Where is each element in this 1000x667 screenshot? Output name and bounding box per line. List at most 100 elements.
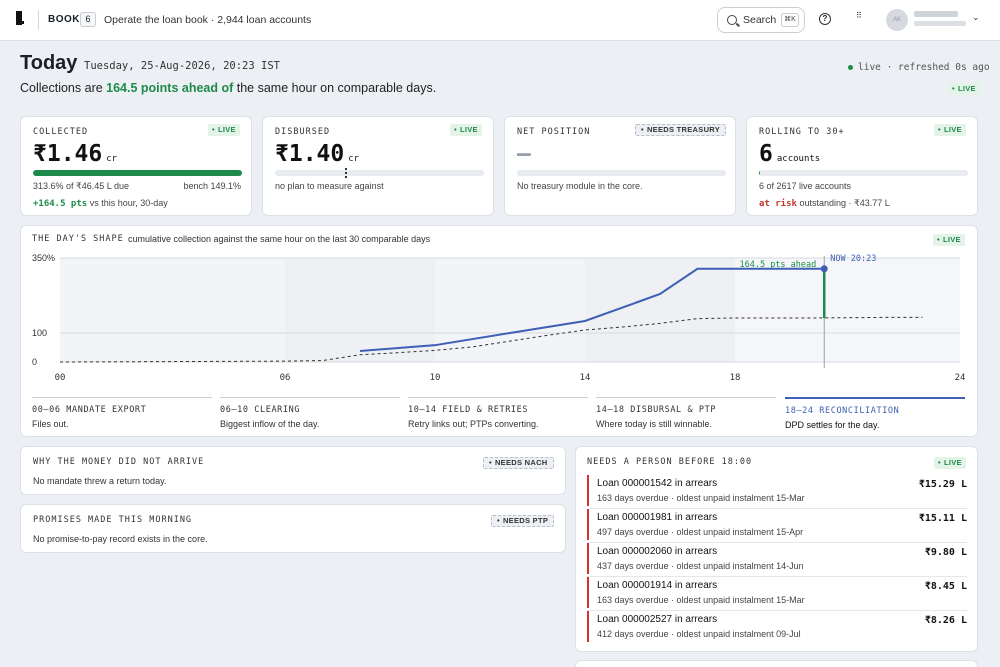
headline-post: the same hour on comparable days. bbox=[233, 81, 437, 95]
live-badge: LIVE bbox=[450, 124, 482, 136]
row-title: Loan 000001981 in arrears bbox=[597, 512, 718, 523]
segment-disbursal-ptp[interactable]: 14–18 DISBURSAL & PTP Where today is stil… bbox=[596, 397, 776, 429]
today-line bbox=[359, 267, 825, 352]
user-name[interactable] bbox=[914, 11, 958, 17]
x-tick-label: 18 bbox=[730, 373, 741, 383]
of-text: 6 of 2617 live accounts bbox=[759, 181, 852, 191]
arrears-row[interactable]: Loan 000002527 in arrears 412 days overdu… bbox=[587, 611, 967, 642]
row-amount: ₹15.29 L bbox=[918, 479, 967, 490]
day-shape-chart: 0 100 350% 00 06 10 14 18 24 164.5 pts ahead NOW… bbox=[32, 253, 965, 383]
time-band bbox=[735, 258, 960, 362]
logo[interactable] bbox=[16, 11, 22, 25]
segment-mandate-export[interactable]: 00–06 MANDATE EXPORT Files out. bbox=[32, 397, 212, 429]
promises-text: No promise-to-pay record exists in the c… bbox=[33, 534, 208, 544]
now-label: NOW 20:23 bbox=[830, 254, 876, 264]
time-band bbox=[60, 258, 285, 362]
progress-bar bbox=[517, 170, 726, 176]
due-text: 313.6% of ₹46.45 L due bbox=[33, 181, 129, 191]
row-title: Loan 000002060 in arrears bbox=[597, 546, 718, 557]
grid-icon[interactable]: ⠿ bbox=[856, 11, 863, 20]
x-tick-label: 06 bbox=[280, 373, 291, 383]
needs-live-badge: LIVE bbox=[934, 457, 966, 469]
segment-desc: Retry links out; PTPs converting. bbox=[408, 419, 539, 429]
book-label[interactable]: BOOK bbox=[48, 14, 80, 25]
live-status: live · refreshed 0s ago bbox=[848, 62, 990, 73]
top-bar: BOOK 6 Operate the loan book · 2,944 loa… bbox=[0, 0, 1000, 41]
promises-label: PROMISES MADE THIS MORNING bbox=[33, 515, 193, 525]
help-icon[interactable]: ? bbox=[819, 13, 831, 25]
next-card bbox=[575, 660, 978, 667]
kpi-label: COLLECTED bbox=[33, 127, 89, 137]
delta-suffix: vs this hour, 30-day bbox=[87, 198, 168, 208]
row-title: Loan 000001542 in arrears bbox=[597, 478, 718, 489]
header-live-badge: LIVE bbox=[948, 83, 980, 95]
segment-desc: Biggest inflow of the day. bbox=[220, 419, 320, 429]
row-divider bbox=[587, 610, 967, 611]
headline-highlight: 164.5 points ahead of bbox=[106, 81, 234, 95]
segment-desc: DPD settles for the day. bbox=[785, 420, 880, 430]
row-subtitle: 497 days overdue · oldest unpaid instalm… bbox=[597, 527, 804, 537]
arrears-row[interactable]: Loan 000002060 in arrears 437 days overdu… bbox=[587, 543, 967, 574]
row-title: Loan 000001914 in arrears bbox=[597, 580, 718, 591]
segment-title: 18–24 RECONCILIATION bbox=[785, 406, 900, 416]
row-amount: ₹9.80 L bbox=[924, 547, 967, 558]
x-tick-label: 00 bbox=[55, 373, 66, 383]
page-title: Today bbox=[20, 52, 78, 74]
search-icon bbox=[727, 15, 737, 25]
y-tick-label: 0 bbox=[32, 357, 37, 367]
book-count-badge: 6 bbox=[80, 12, 96, 27]
chart-subtitle: cumulative collection against the same h… bbox=[128, 234, 431, 244]
promises-card: PROMISES MADE THIS MORNING NEEDS PTP No … bbox=[20, 504, 566, 553]
alert-bar bbox=[587, 509, 589, 540]
arrears-row[interactable]: Loan 000001981 in arrears 497 days overdu… bbox=[587, 509, 967, 540]
delta-value: +164.5 pts bbox=[33, 199, 88, 209]
kpi-unit: cr bbox=[348, 154, 360, 164]
kpi-net-card: NET POSITION NEEDS TREASURY — No treasur… bbox=[504, 116, 736, 216]
why-label: WHY THE MONEY DID NOT ARRIVE bbox=[33, 457, 205, 467]
avatar[interactable]: AK bbox=[886, 9, 908, 31]
kpi-value: 6 accounts bbox=[759, 141, 820, 167]
alert-bar bbox=[587, 577, 589, 608]
segment-title: 10–14 FIELD & RETRIES bbox=[408, 405, 529, 415]
search-button[interactable]: Search ⌘K bbox=[717, 7, 805, 33]
chart-annotations: 164.5 pts ahead NOW 20:23 bbox=[739, 254, 876, 368]
note-text: No treasury module in the core. bbox=[517, 181, 643, 191]
row-subtitle: 412 days overdue · oldest unpaid instalm… bbox=[597, 629, 801, 639]
row-amount: ₹15.11 L bbox=[918, 513, 967, 524]
arrears-row[interactable]: Loan 000001914 in arrears 163 days overdu… bbox=[587, 577, 967, 608]
delta-text: +164.5 pts vs this hour, 30-day bbox=[33, 198, 168, 209]
y-axis: 0 100 350% bbox=[32, 253, 55, 367]
row-subtitle: 163 days overdue · oldest unpaid instalm… bbox=[597, 595, 805, 605]
search-label: Search bbox=[743, 14, 777, 26]
time-band bbox=[285, 258, 435, 362]
kpi-value: ₹1.46 cr bbox=[33, 141, 117, 167]
needs-label: NEEDS A PERSON BEFORE 18:00 bbox=[587, 457, 753, 467]
needs-ptp-badge: NEEDS PTP bbox=[491, 515, 555, 527]
risk-text: at risk outstanding · ₹43.77 L bbox=[759, 198, 890, 209]
y-tick-label: 350% bbox=[32, 253, 55, 263]
segment-desc: Files out. bbox=[32, 419, 69, 429]
alert-bar bbox=[587, 475, 589, 506]
x-tick-label: 14 bbox=[580, 373, 591, 383]
segment-field-retries[interactable]: 10–14 FIELD & RETRIES Retry links out; PT… bbox=[408, 397, 588, 429]
chart-label: THE DAY'S SHAPE bbox=[32, 234, 124, 244]
comparable-days-line bbox=[59, 316, 923, 363]
kpi-label: NET POSITION bbox=[517, 127, 591, 137]
page-date: Tuesday, 25-Aug-2026, 20:23 IST bbox=[84, 60, 280, 72]
plan-marker bbox=[345, 168, 347, 178]
risk-label: at risk bbox=[759, 199, 797, 209]
row-amount: ₹8.45 L bbox=[924, 581, 967, 592]
bench-text: bench 149.1% bbox=[183, 181, 241, 191]
x-tick-label: 10 bbox=[430, 373, 441, 383]
segment-reconciliation[interactable]: 18–24 RECONCILIATION DPD settles for the … bbox=[785, 397, 965, 430]
chevron-down-icon[interactable]: ⌄ bbox=[972, 12, 980, 22]
row-subtitle: 163 days overdue · oldest unpaid instalm… bbox=[597, 493, 805, 503]
kpi-unit: accounts bbox=[776, 154, 821, 164]
arrears-row[interactable]: Loan 000001542 in arrears 163 days overdu… bbox=[587, 475, 967, 506]
needs-badge: NEEDS TREASURY bbox=[635, 124, 727, 136]
kpi-value-number: 6 bbox=[759, 141, 773, 167]
time-band bbox=[585, 258, 735, 362]
segment-clearing[interactable]: 06–10 CLEARING Biggest inflow of the day. bbox=[220, 397, 400, 429]
